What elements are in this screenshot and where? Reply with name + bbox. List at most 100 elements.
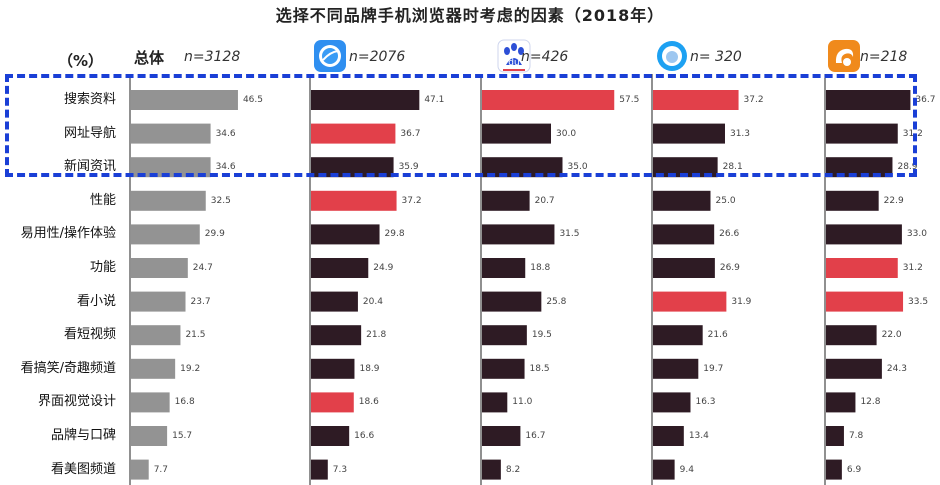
value-label: 33.0: [906, 229, 927, 240]
bar: [131, 258, 188, 278]
bar: [826, 291, 904, 312]
value-label: 24.7: [192, 263, 213, 273]
bar: [653, 258, 715, 278]
bar: [311, 325, 362, 346]
bar: [826, 325, 877, 346]
value-label: 23.7: [190, 296, 211, 307]
value-label: 31.9: [731, 296, 752, 307]
bar: [311, 224, 380, 245]
category-label: 界面视觉设计: [37, 394, 116, 410]
value-label: 46.5: [242, 95, 263, 105]
blue-globe-browser-icon: [314, 40, 346, 72]
bar: [653, 157, 718, 178]
bar: [826, 224, 902, 245]
value-label: 26.6: [719, 229, 740, 240]
bar: [131, 459, 149, 480]
bar: [482, 224, 555, 245]
bar: [826, 157, 893, 178]
value-label: 11.0: [512, 397, 533, 408]
bar: [131, 291, 186, 312]
value-label: 30.0: [556, 128, 577, 139]
value-label: 35.9: [398, 162, 419, 173]
highlight-box: [5, 74, 917, 177]
value-label: 57.5: [619, 95, 640, 105]
value-label: 19.7: [703, 363, 724, 374]
category-label: 看搞笑/奇趣频道: [20, 360, 116, 376]
bar: [826, 459, 842, 480]
bar: [653, 459, 675, 480]
bar: [311, 123, 396, 144]
value-label: 24.9: [373, 263, 394, 273]
value-label: 35.0: [567, 162, 588, 173]
value-label: 36.7: [915, 95, 936, 105]
bar: [482, 157, 563, 178]
bar: [653, 123, 725, 144]
bar: [826, 258, 898, 278]
value-label: 47.1: [424, 95, 445, 105]
unit-label: （%）: [58, 52, 104, 70]
bar: [311, 190, 397, 211]
value-label: 34.6: [215, 162, 236, 173]
value-label: 20.4: [362, 296, 383, 307]
bar: [311, 291, 358, 312]
value-label: 16.3: [695, 397, 716, 408]
value-label: 34.6: [215, 128, 236, 139]
baidu-paw-icon: du: [497, 39, 531, 73]
category-label: 品牌与口碑: [50, 428, 116, 443]
value-label: 16.7: [525, 431, 546, 441]
bar: [826, 426, 844, 446]
sample-size-label: n=218: [860, 49, 908, 65]
value-label: 8.2: [505, 464, 521, 475]
value-label: 22.9: [883, 195, 904, 206]
value-label: 6.9: [846, 464, 862, 475]
bar: [131, 90, 238, 110]
value-label: 37.2: [743, 95, 764, 105]
value-label: 29.9: [204, 229, 225, 240]
bar: [653, 90, 739, 110]
bar: [653, 291, 727, 312]
value-label: 19.5: [531, 330, 552, 341]
category-label: 网址导航: [63, 125, 116, 141]
bar: [482, 258, 526, 278]
sample-size-label: n=2076: [349, 49, 406, 65]
bar: [653, 392, 691, 413]
bar: [131, 123, 211, 144]
bar: [826, 392, 856, 413]
value-label: 36.7: [400, 128, 421, 139]
category-label: 看短视频: [63, 327, 116, 343]
category-label: 性能: [89, 192, 116, 208]
sample-size-label: n=426: [521, 49, 569, 65]
bar: [826, 358, 882, 379]
value-label: 9.4: [679, 464, 694, 475]
value-label: 7.3: [332, 464, 348, 475]
bar: [311, 426, 350, 446]
qq-browser-icon: [657, 41, 687, 71]
value-label: 31.5: [559, 229, 580, 240]
chart-title: 选择不同品牌手机浏览器时考虑的因素（2018年）: [275, 6, 665, 25]
value-label: 32.5: [210, 195, 231, 206]
bar: [826, 90, 911, 110]
value-label: 18.5: [529, 363, 550, 374]
value-label: 18.6: [358, 397, 379, 408]
value-label: 7.8: [848, 431, 864, 441]
bar: [482, 190, 530, 211]
bar: [482, 426, 521, 446]
sample-size-label: n= 320: [690, 49, 742, 65]
value-label: 31.2: [902, 263, 923, 273]
value-label: 25.0: [715, 195, 736, 206]
bar: [653, 190, 711, 211]
bar: [482, 90, 615, 110]
value-label: 16.8: [174, 397, 195, 408]
value-label: 7.7: [153, 464, 169, 475]
bar: [653, 224, 715, 245]
value-label: 15.7: [172, 431, 193, 441]
total-header: 总体: [134, 49, 165, 67]
value-label: 22.0: [881, 330, 902, 341]
bar: [131, 190, 206, 211]
bar: [311, 157, 394, 178]
bar: [482, 392, 508, 413]
value-label: 28.9: [897, 162, 918, 173]
value-label: 21.8: [366, 330, 387, 341]
